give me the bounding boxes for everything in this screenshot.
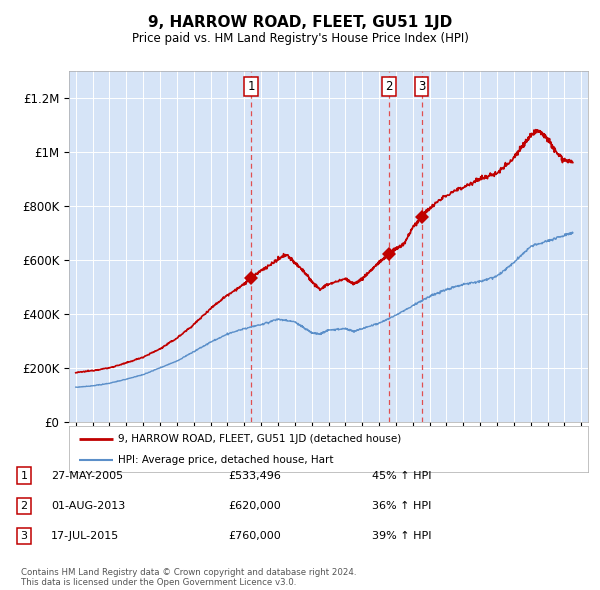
Text: £620,000: £620,000 <box>228 501 281 510</box>
Text: 39% ↑ HPI: 39% ↑ HPI <box>372 531 431 540</box>
Text: 36% ↑ HPI: 36% ↑ HPI <box>372 501 431 510</box>
Text: 2: 2 <box>20 501 28 510</box>
Text: 2: 2 <box>385 80 392 93</box>
Text: HPI: Average price, detached house, Hart: HPI: Average price, detached house, Hart <box>118 455 334 466</box>
Text: 27-MAY-2005: 27-MAY-2005 <box>51 471 123 480</box>
Text: 9, HARROW ROAD, FLEET, GU51 1JD (detached house): 9, HARROW ROAD, FLEET, GU51 1JD (detache… <box>118 434 401 444</box>
Text: £533,496: £533,496 <box>228 471 281 480</box>
Text: Price paid vs. HM Land Registry's House Price Index (HPI): Price paid vs. HM Land Registry's House … <box>131 32 469 45</box>
Text: 45% ↑ HPI: 45% ↑ HPI <box>372 471 431 480</box>
Text: 1: 1 <box>247 80 255 93</box>
Text: 01-AUG-2013: 01-AUG-2013 <box>51 501 125 510</box>
Text: 3: 3 <box>418 80 425 93</box>
Text: 9, HARROW ROAD, FLEET, GU51 1JD: 9, HARROW ROAD, FLEET, GU51 1JD <box>148 15 452 30</box>
Text: 17-JUL-2015: 17-JUL-2015 <box>51 531 119 540</box>
Text: Contains HM Land Registry data © Crown copyright and database right 2024.
This d: Contains HM Land Registry data © Crown c… <box>21 568 356 587</box>
Text: 3: 3 <box>20 531 28 540</box>
Text: 1: 1 <box>20 471 28 480</box>
Text: £760,000: £760,000 <box>228 531 281 540</box>
